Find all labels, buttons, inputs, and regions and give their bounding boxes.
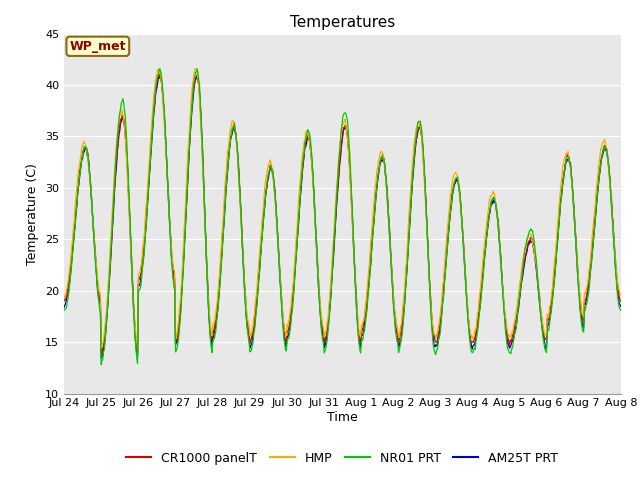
HMP bbox=[60, 292, 68, 298]
HMP bbox=[134, 346, 141, 351]
CR1000 panelT bbox=[157, 71, 164, 76]
AM25T PRT bbox=[412, 143, 419, 149]
HMP bbox=[215, 276, 223, 282]
AM25T PRT bbox=[428, 319, 436, 325]
NR01 PRT bbox=[617, 308, 625, 313]
Line: NR01 PRT: NR01 PRT bbox=[64, 69, 621, 365]
Legend: CR1000 panelT, HMP, NR01 PRT, AM25T PRT: CR1000 panelT, HMP, NR01 PRT, AM25T PRT bbox=[122, 447, 563, 469]
NR01 PRT bbox=[215, 296, 223, 301]
HMP bbox=[127, 260, 135, 265]
CR1000 panelT bbox=[428, 316, 436, 322]
Y-axis label: Temperature (C): Temperature (C) bbox=[26, 163, 40, 264]
NR01 PRT bbox=[428, 325, 436, 331]
NR01 PRT bbox=[97, 362, 105, 368]
Title: Temperatures: Temperatures bbox=[290, 15, 395, 30]
HMP bbox=[70, 220, 78, 226]
NR01 PRT bbox=[70, 231, 78, 237]
CR1000 panelT bbox=[60, 298, 68, 303]
AM25T PRT bbox=[617, 303, 625, 309]
CR1000 panelT bbox=[412, 142, 419, 148]
AM25T PRT bbox=[60, 305, 68, 311]
NR01 PRT bbox=[185, 155, 193, 161]
HMP bbox=[192, 65, 200, 71]
CR1000 panelT bbox=[98, 351, 106, 357]
AM25T PRT bbox=[155, 74, 163, 80]
AM25T PRT bbox=[128, 276, 136, 281]
Line: CR1000 panelT: CR1000 panelT bbox=[64, 73, 621, 354]
CR1000 panelT bbox=[186, 141, 193, 147]
NR01 PRT bbox=[193, 66, 201, 72]
NR01 PRT bbox=[60, 308, 68, 313]
HMP bbox=[412, 130, 419, 136]
HMP bbox=[185, 140, 193, 145]
NR01 PRT bbox=[128, 274, 136, 279]
HMP bbox=[428, 312, 436, 318]
HMP bbox=[617, 292, 625, 298]
AM25T PRT bbox=[70, 232, 78, 238]
CR1000 panelT bbox=[617, 298, 625, 304]
X-axis label: Time: Time bbox=[327, 411, 358, 424]
AM25T PRT bbox=[97, 355, 105, 361]
CR1000 panelT bbox=[215, 287, 223, 292]
CR1000 panelT bbox=[70, 232, 78, 238]
Text: WP_met: WP_met bbox=[70, 40, 126, 53]
AM25T PRT bbox=[186, 145, 193, 151]
AM25T PRT bbox=[215, 293, 223, 299]
Line: AM25T PRT: AM25T PRT bbox=[64, 77, 621, 358]
Line: HMP: HMP bbox=[64, 68, 621, 348]
NR01 PRT bbox=[412, 138, 419, 144]
CR1000 panelT bbox=[128, 272, 136, 277]
